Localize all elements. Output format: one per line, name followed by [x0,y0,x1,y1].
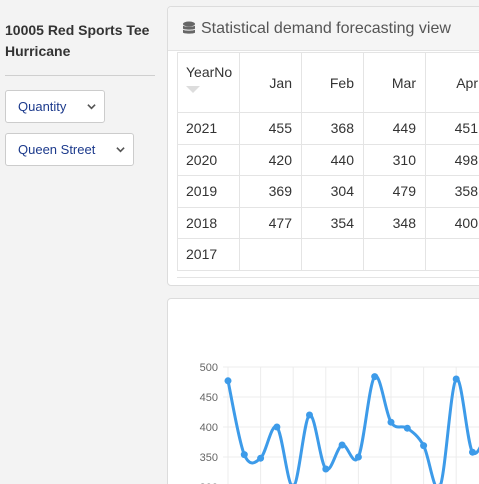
data-point[interactable] [338,441,346,449]
cell-value: 479 [363,175,426,208]
y-tick-label: 400 [200,422,218,434]
series-line [226,375,479,484]
cell-year: 2019 [177,175,240,208]
store-select-label: Queen Street [18,142,96,157]
cell-value [301,238,364,271]
cell-value: 420 [239,143,302,176]
card-title: Statistical demand forecasting view [201,19,451,37]
cell-value: 348 [363,206,426,239]
data-point[interactable] [354,453,362,461]
data-point[interactable] [420,442,428,450]
table-row: 2020 420 440 310 498 [177,143,479,176]
cell-value: 449 [363,112,426,145]
table-row: 2021 455 368 449 451 [177,112,479,145]
product-title: 10005 Red Sports Tee Hurricane [5,22,150,59]
cell-value [239,238,302,271]
measure-select-label: Quantity [18,99,67,114]
cell-value: 498 [425,143,479,176]
cell-value: 451 [425,112,479,145]
data-point[interactable] [322,465,330,473]
y-tick-label: 500 [200,362,218,374]
cell-value: 354 [301,206,364,239]
sort-down-icon[interactable] [186,86,200,93]
cell-value: 400 [425,206,479,239]
cell-year: 2020 [177,143,240,176]
chevron-down-icon [116,147,125,153]
cell-value: 304 [301,175,364,208]
card-header: Statistical demand forecasting view [168,7,479,51]
forecast-table: YearNo Jan Feb Mar Apr 2021 455 368 449 … [177,52,479,271]
cell-value: 368 [301,112,364,145]
chevron-down-icon [87,104,96,110]
y-tick-label: 350 [200,452,218,464]
data-point[interactable] [306,411,313,419]
column-header-feb[interactable]: Feb [301,52,364,113]
cell-value [363,238,426,271]
cell-value: 455 [239,112,302,145]
product-panel: 10005 Red Sports Tee Hurricane [5,20,155,76]
table-header-row: YearNo Jan Feb Mar Apr [177,52,479,113]
measure-select[interactable]: Quantity [5,90,105,123]
cell-year: 2018 [177,206,240,239]
y-tick-label: 450 [200,392,218,404]
cell-value: 440 [301,143,364,176]
data-point[interactable] [387,418,395,426]
data-point[interactable] [257,454,265,462]
cell-year: 2017 [177,238,240,271]
data-point[interactable] [403,424,411,432]
data-point[interactable] [469,448,476,456]
cell-value [425,238,479,271]
cell-year: 2021 [177,112,240,145]
data-point[interactable] [273,423,281,431]
cell-value: 358 [425,175,479,208]
table-scroll-track[interactable] [177,277,479,278]
table-row: 2017 [177,238,479,271]
forecast-chart-card: 500 450 400 350 300 [167,298,479,484]
column-header-yearno[interactable]: YearNo [177,52,240,113]
database-icon [183,21,195,34]
column-header-apr[interactable]: Apr [425,52,479,113]
forecast-line-chart: 500 450 400 350 300 [200,362,479,484]
cell-value: 477 [239,206,302,239]
y-tick-label: 300 [200,482,218,484]
column-header-jan[interactable]: Jan [239,52,302,113]
data-point[interactable] [452,375,460,383]
column-header-mar[interactable]: Mar [363,52,426,113]
forecast-table-card: Statistical demand forecasting view Year… [167,6,479,286]
data-point[interactable] [224,377,232,385]
table-row: 2019 369 304 479 358 [177,175,479,208]
data-point[interactable] [371,373,379,381]
cell-value: 369 [239,175,302,208]
table-row: 2018 477 354 348 400 [177,206,479,239]
data-point[interactable] [240,451,248,459]
store-select[interactable]: Queen Street [5,133,134,166]
cell-value: 310 [363,143,426,176]
divider [5,75,155,76]
